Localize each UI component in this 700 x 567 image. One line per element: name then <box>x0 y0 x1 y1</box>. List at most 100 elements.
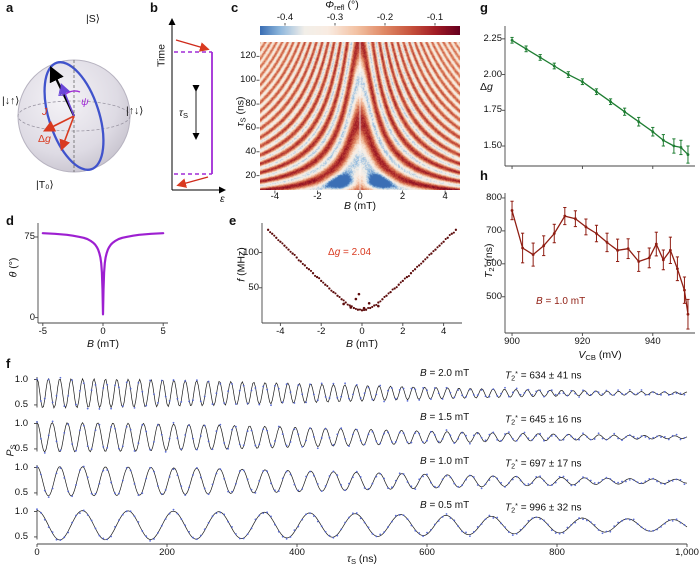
svg-e-x-tick: -2 <box>316 326 326 337</box>
e-plot <box>259 223 462 326</box>
f-x-tick: 600 <box>419 547 435 558</box>
trace-field-label: B = 1.0 mT <box>420 456 470 467</box>
f-x-tick: 1,000 <box>675 547 699 558</box>
trace-t2-label: T2* = 996 ± 32 ns <box>505 501 582 515</box>
state-label-up-down: |↑↓⟩ <box>126 105 144 117</box>
f-y-tick: 0.5 <box>14 530 28 542</box>
trace-field-label: B = 1.5 mT <box>420 412 470 423</box>
f-x-tick: 0 <box>34 547 40 558</box>
mixing-angle-panel: θ (°) B (mT) -5 0 5 0 75 <box>0 213 185 358</box>
svg-d-x-tick: -5 <box>38 326 48 337</box>
oscillations-panel: PS τS (ns) 1.0 0.5 B = 2.0 mT T2* = 634 ± 4… <box>0 355 700 567</box>
svg-d-y-tick: 0 <box>29 311 35 323</box>
colorbar-title: Φrefl (°) <box>325 0 359 12</box>
svg-d-x-tick: 0 <box>100 326 106 337</box>
c-x-tick: 2 <box>399 191 406 202</box>
h-plot <box>502 193 695 336</box>
panel-label-a: a <box>6 0 14 15</box>
f-y-tick: 1.0 <box>14 417 28 429</box>
svg-g-y-tick: 2.00 <box>483 68 503 80</box>
coherence-time-panel: T2* (ns) VCB (mV) B = 1.0 mT 900 920 940 50… <box>478 168 700 362</box>
f-y-tick: 1.0 <box>14 505 28 517</box>
d-plot <box>35 223 168 326</box>
ramp-in-arrow <box>175 39 210 52</box>
c-y-tick: 60 <box>245 121 256 133</box>
c-y-tick: 80 <box>245 98 256 110</box>
svg-g-y-tick: 1.75 <box>483 104 503 116</box>
svg-h-x-tick: 900 <box>504 336 520 347</box>
f-y-tick: 0.5 <box>14 398 28 410</box>
bloch-sphere-graphic <box>17 59 131 173</box>
svg-g-y-tick: 2.25 <box>483 32 503 44</box>
heatmap-image <box>260 42 460 190</box>
f-y-tick: 1.0 <box>14 373 28 385</box>
svg-h-y-tick: 500 <box>486 290 502 302</box>
delta-g-vector-arrow <box>59 115 75 151</box>
f-y-tick: 0.5 <box>14 442 28 454</box>
c-y-tick: 100 <box>240 74 256 86</box>
frequency-vs-field-panel: f (MHz) B (mT) Δg = 2.04 -4 -2 0 2 4 50 100 <box>230 213 475 358</box>
interference-heatmap-panel: Φrefl (°) τS (ns) B (mT) -4 -2 0 2 4 20 40 60 80… <box>232 0 472 212</box>
tau-s-label: τS <box>179 107 188 120</box>
J-label: J <box>42 106 48 118</box>
g-factor-panel: Δg 1.50 1.75 2.00 2.25 <box>478 0 700 169</box>
state-label-T0: |T₀⟩ <box>36 179 54 191</box>
svg-g-y-tick: 1.50 <box>483 140 503 151</box>
B-label: B <box>58 87 66 99</box>
pulse-sequence-panel: Time ε τS <box>146 6 230 210</box>
trace-t2-label: T2* = 697 ± 17 ns <box>505 457 582 471</box>
svg-e-y-tick: 50 <box>248 281 259 293</box>
epsilon-axis-label: ε <box>220 193 225 205</box>
c-x-tick: -4 <box>270 191 280 202</box>
d-y-axis-label: θ (°) <box>7 257 20 278</box>
svg-e-x-tick: -4 <box>276 326 285 337</box>
g-y-axis-label: Δg <box>480 81 493 93</box>
svg-h-y-tick: 800 <box>486 191 502 203</box>
svg-e-y-tick: 100 <box>243 246 259 258</box>
panel-label-e: e <box>229 213 237 228</box>
panel-label-c: c <box>231 0 239 15</box>
h-x-axis-label: VCB (mV) <box>578 349 622 362</box>
colorbar-tick: -0.3 <box>326 12 344 23</box>
panel-label-d: d <box>6 213 14 228</box>
panel-label-g: g <box>480 0 488 15</box>
svg-e-x-tick: 4 <box>440 326 447 337</box>
trace-t2-label: T2* = 634 ± 41 ns <box>505 369 582 383</box>
panel-label-f: f <box>6 356 11 371</box>
e-x-axis-label: B (mT) <box>345 338 379 350</box>
f-y-tick: 0.5 <box>14 486 28 498</box>
c-x-tick: 4 <box>442 191 448 202</box>
svg-d-x-tick: 5 <box>160 326 166 337</box>
trace-t2-label: T2* = 645 ± 16 ns <box>505 413 582 427</box>
state-label-singlet: |S⟩ <box>86 13 100 25</box>
bloch-sphere-panel: |S⟩ |↓↑⟩ |↑↓⟩ |T₀⟩ J B Δg ψ <box>2 6 146 214</box>
trace-field-label: B = 0.5 mT <box>420 500 470 511</box>
colorbar <box>260 26 460 35</box>
f-y-tick: 1.0 <box>14 461 28 473</box>
state-label-down-up: |↓↑⟩ <box>2 95 20 107</box>
svg-h-x-tick: 920 <box>574 336 591 347</box>
J-vector-arrow <box>42 115 75 132</box>
f-x-tick: 200 <box>159 547 175 558</box>
svg-h-x-tick: 940 <box>644 336 661 347</box>
c-y-tick: 20 <box>245 169 256 181</box>
g-plot <box>502 26 695 169</box>
ramp-out-arrow <box>176 176 209 188</box>
psi-label: ψ <box>81 96 89 108</box>
c-x-axis-label: B (mT) <box>343 200 377 212</box>
delta-g-label: Δg <box>38 133 51 145</box>
svg-h-y-tick: 600 <box>486 257 502 269</box>
time-axis-label: Time <box>155 44 168 67</box>
pulse-sequence-graphic <box>168 18 226 194</box>
c-y-tick: 120 <box>240 50 256 62</box>
f-x-tick: 800 <box>549 547 565 558</box>
f-plot <box>34 376 688 547</box>
svg-e-x-tick: 2 <box>400 326 406 337</box>
panel-label-h: h <box>480 168 488 183</box>
c-x-tick: -2 <box>313 191 322 202</box>
f-x-axis-label: τS (ns) <box>347 553 377 566</box>
colorbar-tick: -0.4 <box>276 12 294 23</box>
panel-label-b: b <box>150 0 158 15</box>
B-vector-arrow <box>59 83 75 117</box>
